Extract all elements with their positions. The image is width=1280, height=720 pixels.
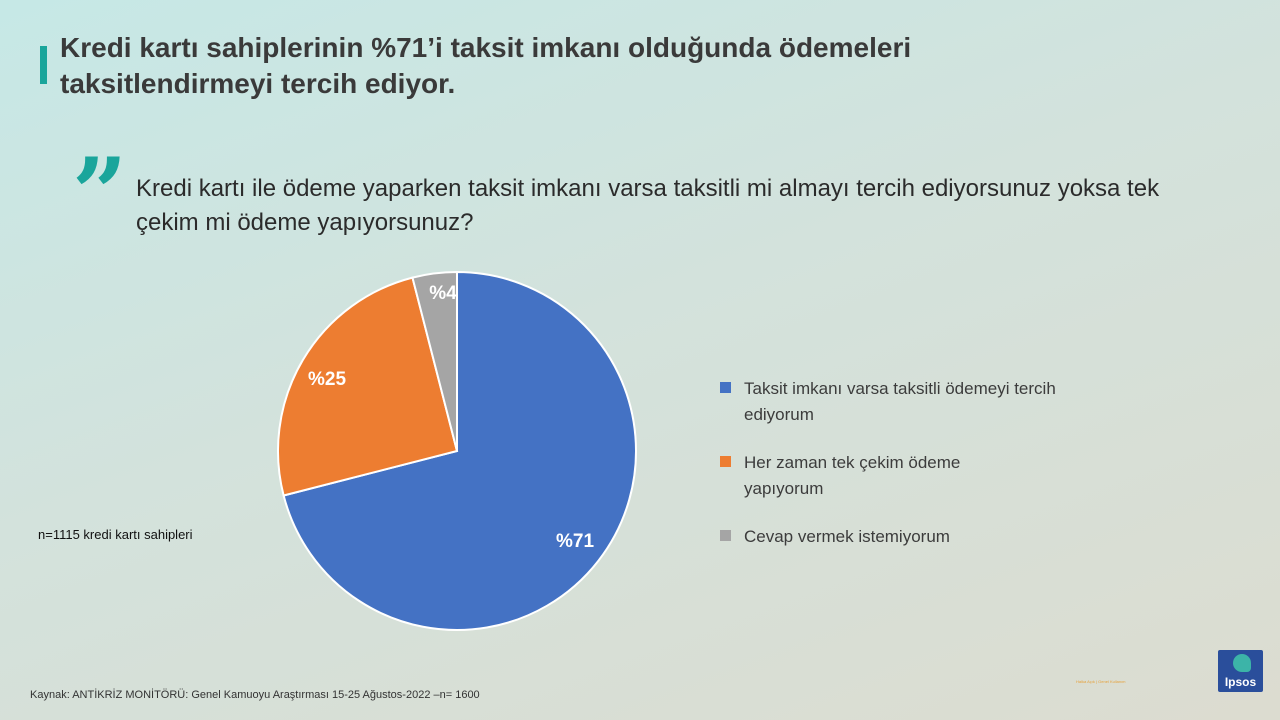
slice-label-2: %25	[308, 369, 346, 390]
logo-mark-icon	[1233, 654, 1251, 672]
source-note: Kaynak: ANTİKRİZ MONİTÖRÜ: Genel Kamuoyu…	[30, 689, 480, 701]
slice-label-3: %4	[429, 283, 457, 304]
legend-swatch-icon	[720, 530, 731, 541]
legend-label: Cevap vermek istemiyorum	[744, 527, 950, 546]
title-accent-bar	[40, 46, 47, 84]
pie-slice-1	[282, 270, 637, 631]
legend-swatch-icon	[720, 382, 731, 393]
legend-label: Taksit imkanı varsa taksitli ödemeyi ter…	[744, 379, 1056, 424]
page-title: Kredi kartı sahiplerinin %71’i taksit im…	[60, 32, 912, 99]
legend-item-2: Her zaman tek çekim ödeme yapıyorum	[720, 450, 1080, 502]
ipsos-logo: Ipsos	[1218, 650, 1263, 692]
legend-swatch-icon	[720, 456, 731, 467]
slice-label-1: %71	[556, 531, 594, 552]
logo-text: Ipsos	[1224, 675, 1257, 689]
sample-size-note: n=1115 kredi kartı sahipleri	[38, 527, 193, 542]
pie-slice-3	[411, 270, 458, 452]
survey-question: Kredi kartı ile ödeme yaparken taksit im…	[136, 175, 1160, 236]
legend-item-1: Taksit imkanı varsa taksitli ödemeyi ter…	[720, 376, 1080, 428]
classification-note: Halka Açık | Genel Kullanım	[1076, 679, 1126, 684]
legend-item-3: Cevap vermek istemiyorum	[720, 524, 1080, 550]
legend-label: Her zaman tek çekim ödeme yapıyorum	[744, 453, 961, 498]
chart-legend: Taksit imkanı varsa taksitli ödemeyi ter…	[720, 376, 1080, 572]
pie-slice-2	[277, 276, 459, 497]
